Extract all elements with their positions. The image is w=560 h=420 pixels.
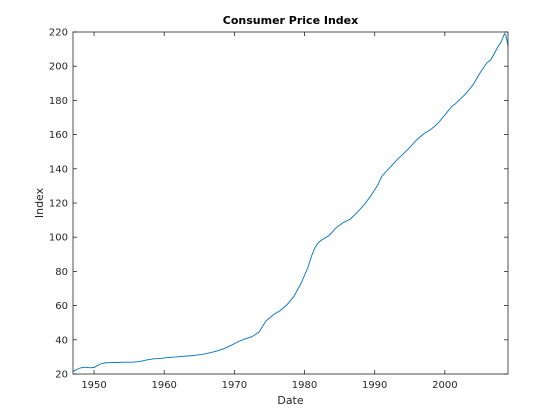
y-tick-label: 20 [55, 370, 68, 381]
x-axis-label: Date [277, 394, 304, 407]
plot-area [73, 32, 508, 374]
y-axis-label: Index [33, 187, 46, 218]
y-tick-label: 200 [49, 62, 68, 73]
y-tick-label: 160 [49, 130, 68, 141]
x-tick-label: 1990 [362, 380, 387, 391]
chart-title: Consumer Price Index [223, 14, 358, 27]
x-tick-label: 1950 [81, 380, 106, 391]
y-tick-label: 100 [49, 233, 68, 244]
x-tick-label: 2000 [432, 380, 457, 391]
y-tick-label: 40 [55, 335, 68, 346]
y-axis: 20 40 60 80 100 120 140 160 180 200 220 [49, 28, 508, 381]
y-tick-label: 180 [49, 96, 68, 107]
y-tick-label: 60 [55, 301, 68, 312]
y-tick-label: 140 [49, 164, 68, 175]
series-layer [72, 32, 509, 372]
y-tick-label: 80 [55, 267, 68, 278]
y-tick-label: 120 [49, 199, 68, 210]
x-axis: 1950 1960 1970 1980 1990 2000 [81, 32, 458, 391]
x-tick-label: 1980 [292, 380, 317, 391]
series-line-0 [72, 32, 509, 372]
x-tick-label: 1970 [222, 380, 247, 391]
x-tick-label: 1960 [151, 380, 176, 391]
y-tick-label: 220 [49, 28, 68, 39]
